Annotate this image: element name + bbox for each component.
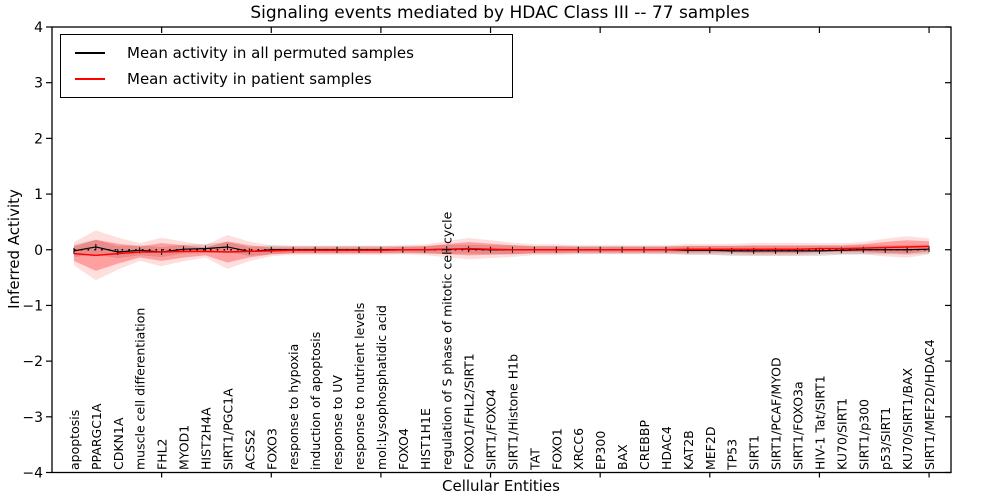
legend: Mean activity in all permuted samples Me… bbox=[60, 34, 513, 98]
chart-title: Signaling events mediated by HDAC Class … bbox=[250, 3, 750, 23]
x-tick-label: TAT bbox=[527, 448, 542, 471]
x-tick-label: FOXO3 bbox=[264, 428, 279, 470]
y-tick-label: −3 bbox=[22, 410, 43, 426]
x-tick-label: response to nutrient levels bbox=[352, 303, 367, 470]
x-tick-label: HIST1H1E bbox=[418, 408, 433, 470]
x-axis-label: Cellular Entities bbox=[442, 477, 560, 495]
y-tick-label: 1 bbox=[34, 187, 43, 203]
y-tick-label: −4 bbox=[22, 466, 43, 482]
legend-label: Mean activity in patient samples bbox=[127, 70, 372, 88]
patient-spread-band bbox=[73, 239, 930, 271]
x-tick-label: BAX bbox=[615, 444, 630, 470]
legend-line-swatch-red bbox=[75, 78, 105, 80]
x-tick-label: MEF2D bbox=[703, 427, 718, 470]
x-tick-label: SIRT1/MEF2D/HDAC4 bbox=[922, 339, 937, 470]
x-tick-label: muscle cell differentiation bbox=[133, 308, 148, 470]
x-tick-label: regulation of S phase of mitotic cell cy… bbox=[440, 211, 455, 470]
x-tick-label: ACSS2 bbox=[242, 429, 257, 470]
x-tick-label: mol:Lysophosphatidic acid bbox=[374, 305, 389, 470]
x-tick-label: SIRT1/PCAF/MYOD bbox=[769, 357, 784, 470]
x-tick-label: response to UV bbox=[330, 375, 345, 470]
x-tick-label: SIRT1/Histone H1b bbox=[505, 354, 520, 470]
x-tick-label: HIV-1 Tat/SIRT1 bbox=[812, 375, 827, 470]
y-tick-label: 0 bbox=[34, 243, 43, 259]
x-tick-label: CDKN1A bbox=[111, 417, 126, 470]
x-tick-label: induction of apoptosis bbox=[308, 332, 323, 470]
x-tick-label: HIST2H4A bbox=[198, 407, 213, 470]
x-tick-label: SIRT1 bbox=[747, 435, 762, 470]
x-tick-label: apoptosis bbox=[67, 410, 82, 470]
x-tick-label: response to hypoxia bbox=[286, 344, 301, 470]
x-tick-label: EP300 bbox=[593, 431, 608, 470]
x-tick-label: TP53 bbox=[725, 439, 740, 471]
legend-item-patient: Mean activity in patient samples bbox=[75, 66, 502, 92]
x-tick-label: SIRT1/FOXO3a bbox=[791, 381, 806, 470]
legend-label: Mean activity in all permuted samples bbox=[127, 44, 414, 62]
patient-spread-band-outer bbox=[73, 230, 930, 281]
patient-mean-line bbox=[73, 245, 930, 257]
x-tick-label: FOXO1/FHL2/SIRT1 bbox=[462, 353, 477, 470]
y-tick-label: 4 bbox=[34, 20, 43, 36]
legend-item-permuted: Mean activity in all permuted samples bbox=[75, 40, 502, 66]
x-tick-label: FOXO1 bbox=[549, 428, 564, 470]
x-tick-label: KAT2B bbox=[681, 430, 696, 470]
x-tick-label: HDAC4 bbox=[659, 426, 674, 470]
legend-line-swatch-black bbox=[75, 52, 105, 54]
x-tick-label: SIRT1/p300 bbox=[856, 399, 871, 470]
x-tick-label: KU70/SIRT1 bbox=[834, 398, 849, 470]
x-tick-label: SIRT1/FOXO4 bbox=[484, 389, 499, 470]
y-tick-label: 2 bbox=[34, 131, 43, 147]
x-tick-label: PPARGC1A bbox=[89, 403, 104, 470]
x-tick-label: CREBBP bbox=[637, 420, 652, 470]
y-tick-label: −1 bbox=[22, 298, 43, 314]
x-tick-label: FOXO4 bbox=[396, 428, 411, 470]
x-tick-label: KU70/SIRT1/BAX bbox=[900, 368, 915, 470]
x-tick-label: MYOD1 bbox=[177, 425, 192, 470]
x-tick-label: SIRT1/PGC1A bbox=[220, 388, 235, 470]
y-tick-label: −2 bbox=[22, 354, 43, 370]
x-tick-label: FHL2 bbox=[155, 438, 170, 470]
y-tick-label: 3 bbox=[34, 76, 43, 92]
x-tick-label: p53/SIRT1 bbox=[878, 407, 893, 470]
x-tick-label: XRCC6 bbox=[571, 428, 586, 470]
